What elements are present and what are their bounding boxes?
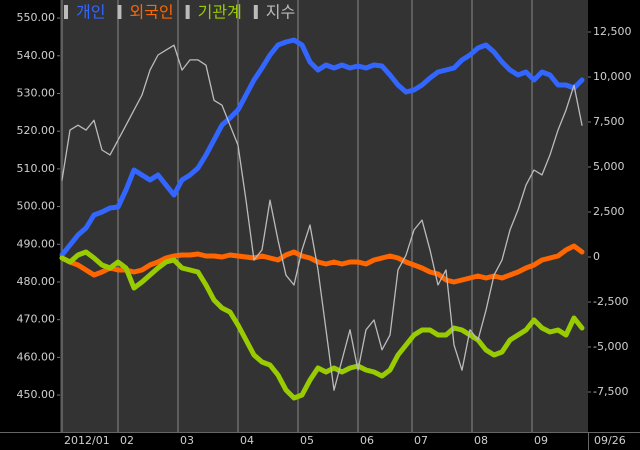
legend-marker bbox=[253, 5, 258, 19]
y2-tick-label: 12,500 bbox=[593, 25, 632, 38]
legend-label: 지수 bbox=[266, 3, 295, 22]
x-tick-label: 05 bbox=[300, 434, 314, 447]
x-tick-label: 02 bbox=[120, 434, 134, 447]
y-tick-label: 540.00 bbox=[17, 49, 56, 62]
y2-tick-label: 10,000 bbox=[593, 70, 632, 83]
x-tick-label: 08 bbox=[474, 434, 488, 447]
series-line bbox=[59, 37, 585, 258]
legend-label: 기관계 bbox=[198, 3, 242, 22]
plot-area bbox=[60, 0, 588, 432]
x-tick-label: 09 bbox=[534, 434, 548, 447]
series-line bbox=[59, 249, 585, 401]
y-tick-label: 550.00 bbox=[17, 11, 56, 24]
legend-label: 개인 bbox=[76, 3, 105, 22]
y2-tick-label: -7,500 bbox=[593, 385, 628, 398]
legend-marker bbox=[185, 5, 190, 19]
y2-tick-label: 0 bbox=[593, 250, 600, 263]
x-tick-label: 03 bbox=[180, 434, 194, 447]
legend-label: 외국인 bbox=[129, 3, 173, 22]
y2-tick-label: -2,500 bbox=[593, 295, 628, 308]
x-tick-label: 06 bbox=[360, 434, 374, 447]
x-tick-label: 04 bbox=[240, 434, 254, 447]
y-tick-label: 500.00 bbox=[17, 200, 56, 213]
y2-tick-label: 7,500 bbox=[593, 115, 625, 128]
y2-tick-label: -5,000 bbox=[593, 340, 628, 353]
y-tick-label: 470.00 bbox=[17, 313, 56, 326]
y2-tick-label: 5,000 bbox=[593, 160, 625, 173]
y-tick-label: 480.00 bbox=[17, 275, 56, 288]
y-tick-label: 530.00 bbox=[17, 86, 56, 99]
y-tick-label: 520.00 bbox=[17, 124, 56, 137]
legend-marker bbox=[64, 5, 68, 19]
y-tick-label: 450.00 bbox=[17, 388, 56, 401]
x-tick-label: 07 bbox=[414, 434, 428, 447]
y-tick-label: 460.00 bbox=[17, 350, 56, 363]
series-line bbox=[61, 44, 583, 391]
y-tick-label: 510.00 bbox=[17, 162, 56, 175]
x-tick-label: 2012/01 bbox=[64, 434, 110, 447]
y2-tick-label: 2,500 bbox=[593, 205, 625, 218]
legend-marker bbox=[117, 5, 122, 19]
last-date: 09/26 bbox=[594, 434, 626, 447]
series-line bbox=[59, 243, 585, 285]
y-tick-label: 490.00 bbox=[17, 237, 56, 250]
